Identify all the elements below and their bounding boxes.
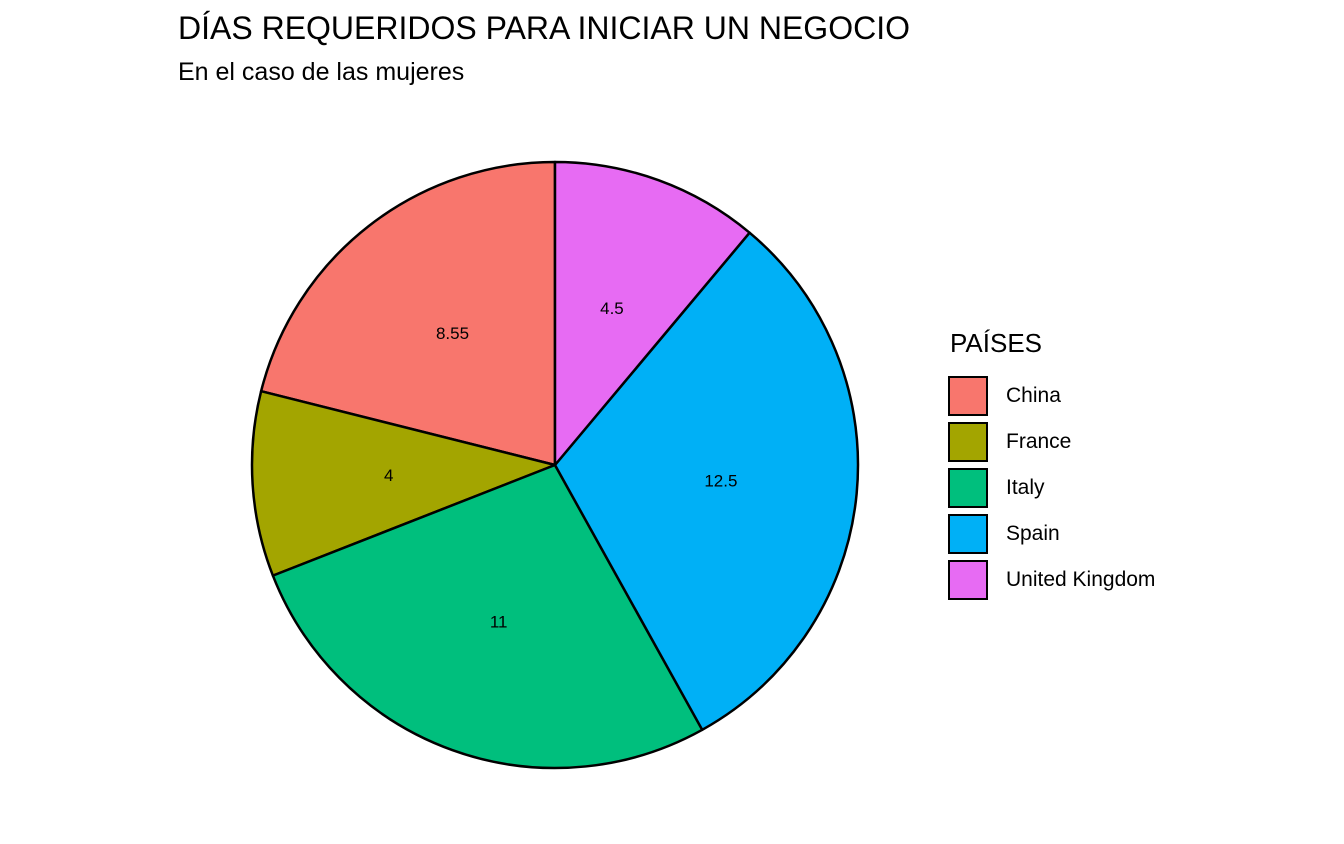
- chart-title: DÍAS REQUERIDOS PARA INICIAR UN NEGOCIO: [178, 10, 910, 46]
- legend-label-italy: Italy: [1006, 476, 1045, 499]
- pie-slice-italy: [271, 463, 704, 770]
- legend-item-spain: Spain: [948, 511, 1155, 557]
- legend-swatch-china: [948, 376, 988, 416]
- legend-swatch-italy: [948, 468, 988, 508]
- legend-swatch-united-kingdom: [948, 560, 988, 600]
- pie-slice-china: [259, 160, 557, 467]
- legend-label-spain: Spain: [1006, 522, 1060, 545]
- slice-value-label-china: 8.55: [436, 324, 469, 343]
- legend-swatch-france: [948, 422, 988, 462]
- chart-subtitle: En el caso de las mujeres: [178, 58, 465, 86]
- legend-item-france: France: [948, 419, 1155, 465]
- legend-item-united-kingdom: United Kingdom: [948, 557, 1155, 603]
- pie-slice-united-kingdom: [553, 160, 751, 467]
- legend-title: PAÍSES: [950, 328, 1043, 358]
- legend-item-italy: Italy: [948, 465, 1155, 511]
- legend-label-france: France: [1006, 430, 1072, 453]
- legend: PAÍSES China France Italy Spain United K…: [948, 328, 1155, 603]
- pie-slice-spain: [553, 231, 860, 732]
- slice-value-label-italy: 11: [490, 612, 508, 631]
- slice-value-label-united-kingdom: 4.5: [600, 299, 624, 318]
- slice-value-label-france: 4: [384, 466, 393, 485]
- legend-label-china: China: [1006, 384, 1061, 407]
- slice-value-label-spain: 12.5: [704, 471, 737, 490]
- legend-swatch-spain: [948, 514, 988, 554]
- legend-label-united-kingdom: United Kingdom: [1006, 568, 1156, 591]
- pie-slice-france: [250, 389, 557, 577]
- legend-item-china: China: [948, 373, 1155, 419]
